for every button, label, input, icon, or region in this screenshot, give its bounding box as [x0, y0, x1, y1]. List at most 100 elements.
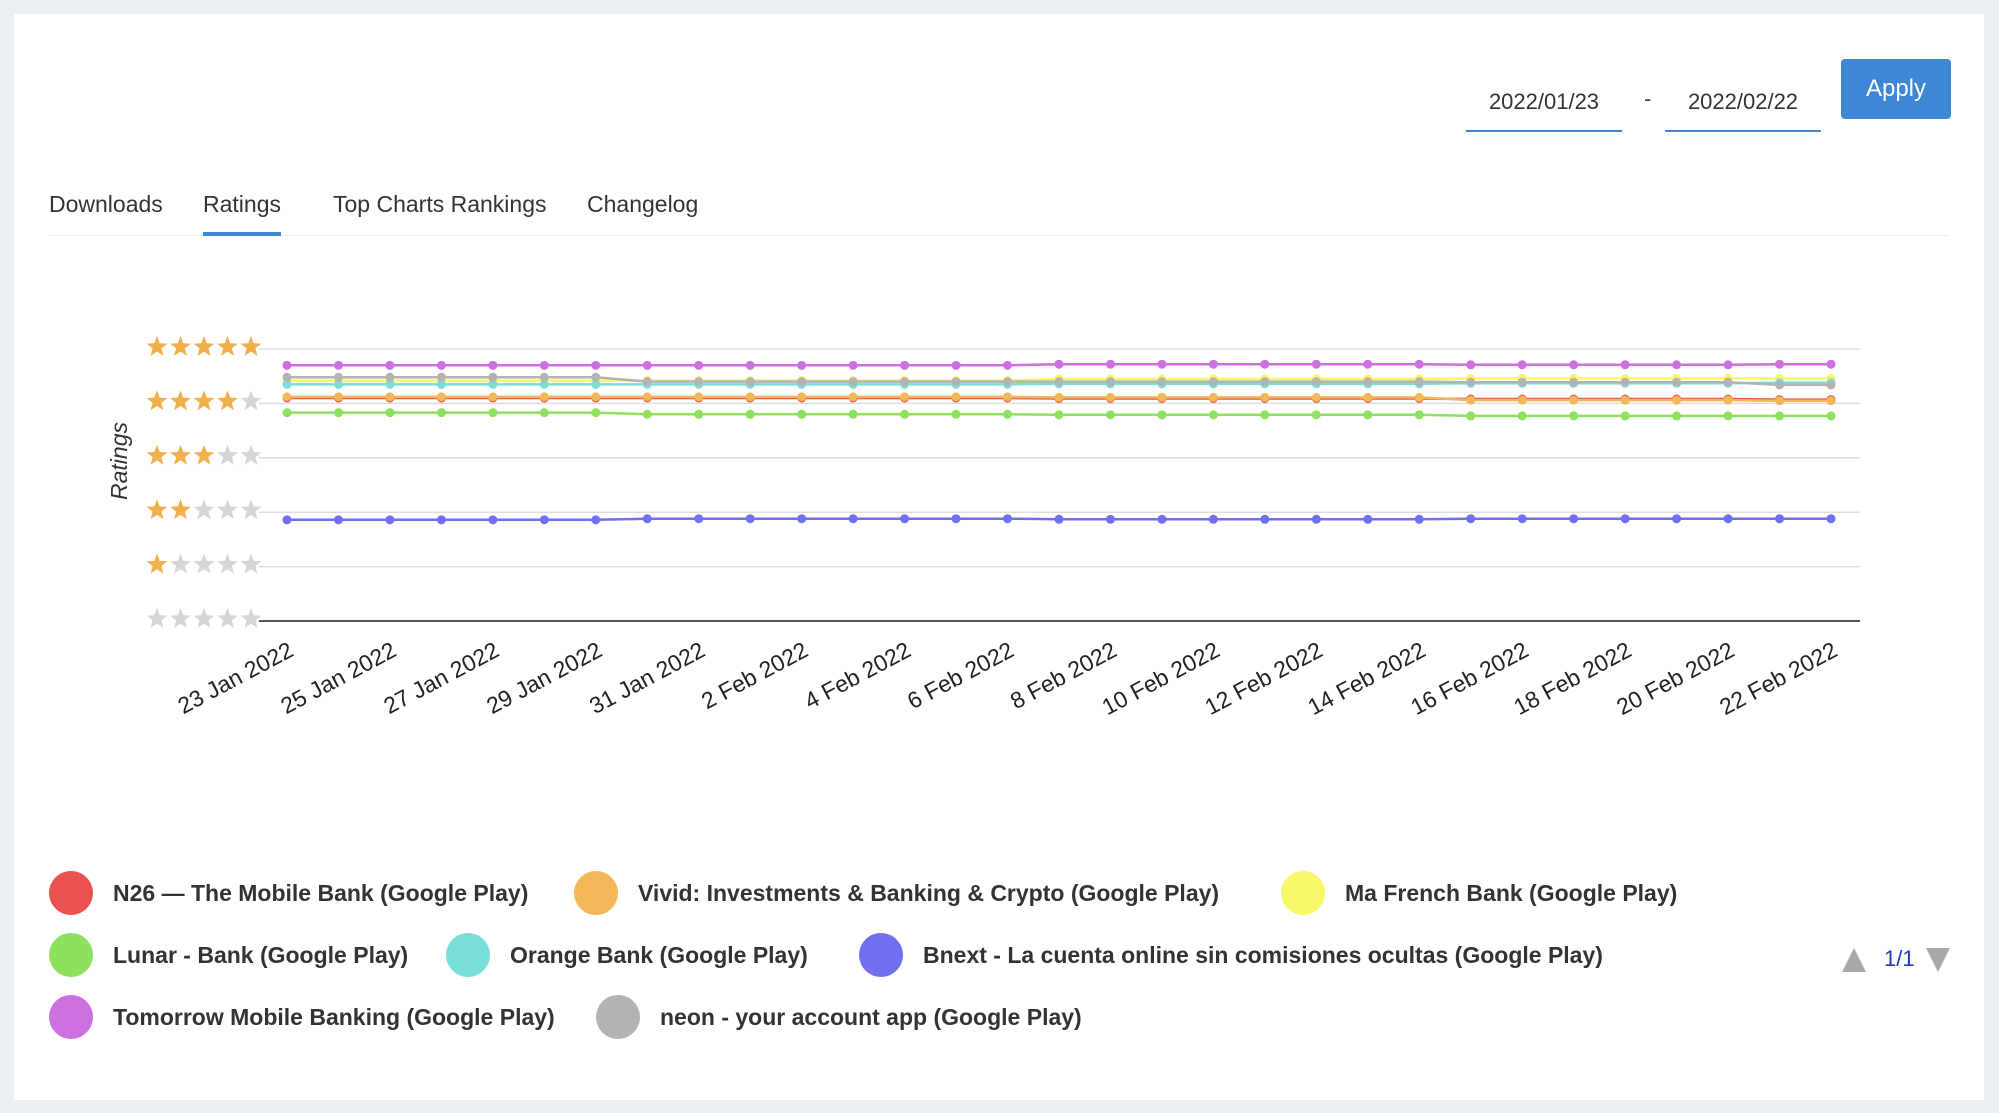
data-point-tomorrow-mobile-banking-google-play [900, 360, 910, 370]
legend-item-n26[interactable]: N26 — The Mobile Bank (Google Play) [49, 869, 528, 917]
tab-bar: Downloads Ratings Top Charts Rankings Ch… [49, 179, 1949, 236]
data-point-lunar-bank-google-play [1054, 410, 1064, 420]
data-point-vivid-investments-banking-crypto-google-play [900, 392, 910, 402]
data-point-bnext-la-cuenta-online-sin-comisiones-ocultas-google-play [1208, 514, 1218, 524]
data-point-bnext-la-cuenta-online-sin-comisiones-ocultas-google-play [1414, 514, 1424, 524]
x-tick-label: 16 Feb 2022 [1406, 636, 1532, 720]
data-point-vivid-investments-banking-crypto-google-play [1311, 392, 1321, 402]
x-tick-label: 18 Feb 2022 [1509, 636, 1635, 720]
star-empty-icon [193, 553, 215, 574]
data-point-lunar-bank-google-play [900, 409, 910, 419]
tab-top-charts-rankings[interactable]: Top Charts Rankings [333, 191, 547, 217]
data-point-vivid-investments-banking-crypto-google-play [797, 392, 807, 402]
data-point-vivid-investments-banking-crypto-google-play [745, 392, 755, 402]
data-point-vivid-investments-banking-crypto-google-play [436, 392, 446, 402]
data-point-neon-your-account-app-google-play [1620, 377, 1630, 387]
data-point-bnext-la-cuenta-online-sin-comisiones-ocultas-google-play [1157, 514, 1167, 524]
data-point-tomorrow-mobile-banking-google-play [333, 360, 343, 370]
pager-text: 1/1 [1884, 946, 1915, 971]
legend-item-bnext[interactable]: Bnext - La cuenta online sin comisiones … [859, 931, 1603, 979]
data-point-bnext-la-cuenta-online-sin-comisiones-ocultas-google-play [539, 515, 549, 525]
data-point-bnext-la-cuenta-online-sin-comisiones-ocultas-google-play [591, 515, 601, 525]
legend-swatch [446, 933, 490, 977]
data-point-bnext-la-cuenta-online-sin-comisiones-ocultas-google-play [333, 515, 343, 525]
data-point-lunar-bank-google-play [1208, 410, 1218, 420]
x-tick-label: 27 Jan 2022 [379, 636, 503, 718]
data-point-tomorrow-mobile-banking-google-play [1260, 359, 1270, 369]
pager-up-icon[interactable] [1842, 948, 1866, 972]
data-point-tomorrow-mobile-banking-google-play [488, 360, 498, 370]
data-point-vivid-investments-banking-crypto-google-play [1157, 392, 1167, 402]
legend-item-lunar[interactable]: Lunar - Bank (Google Play) [49, 931, 408, 979]
star-empty-icon [193, 608, 215, 628]
data-point-vivid-investments-banking-crypto-google-play [591, 392, 601, 402]
data-point-tomorrow-mobile-banking-google-play [848, 360, 858, 370]
data-point-orange-bank-google-play [333, 379, 343, 389]
legend-item-vivid[interactable]: Vivid: Investments & Banking & Crypto (G… [574, 869, 1219, 917]
legend-item-tomorrow[interactable]: Tomorrow Mobile Banking (Google Play) [49, 993, 555, 1041]
data-point-lunar-bank-google-play [642, 409, 652, 419]
data-point-lunar-bank-google-play [1620, 411, 1630, 421]
legend-item-ma-french-bank[interactable]: Ma French Bank (Google Play) [1281, 869, 1677, 917]
star-filled-icon [146, 553, 168, 574]
date-separator: - [1644, 86, 1652, 111]
apply-button[interactable]: Apply [1841, 59, 1951, 119]
star-empty-icon [170, 553, 191, 574]
star-filled-icon [146, 499, 168, 520]
data-point-orange-bank-google-play [539, 379, 549, 389]
data-point-bnext-la-cuenta-online-sin-comisiones-ocultas-google-play [797, 514, 807, 524]
legend-item-neon[interactable]: neon - your account app (Google Play) [596, 993, 1082, 1041]
legend-swatch [859, 933, 903, 977]
star-empty-icon [217, 553, 238, 574]
end-date-input[interactable] [1665, 74, 1821, 132]
data-point-tomorrow-mobile-banking-google-play [1775, 359, 1785, 369]
tab-changelog[interactable]: Changelog [587, 191, 699, 217]
legend-item-orange-bank[interactable]: Orange Bank (Google Play) [446, 931, 808, 979]
data-point-vivid-investments-banking-crypto-google-play [282, 392, 292, 402]
data-point-tomorrow-mobile-banking-google-play [436, 360, 446, 370]
star-empty-icon [240, 553, 262, 574]
x-tick-label: 20 Feb 2022 [1612, 636, 1738, 720]
star-empty-icon [240, 444, 262, 465]
data-point-bnext-la-cuenta-online-sin-comisiones-ocultas-google-play [1260, 514, 1270, 524]
data-point-lunar-bank-google-play [1363, 410, 1373, 420]
tab-ratings[interactable]: Ratings [203, 191, 281, 236]
data-point-vivid-investments-banking-crypto-google-play [642, 392, 652, 402]
data-point-tomorrow-mobile-banking-google-play [642, 360, 652, 370]
data-point-bnext-la-cuenta-online-sin-comisiones-ocultas-google-play [1517, 514, 1527, 524]
star-filled-icon [217, 390, 238, 411]
data-point-bnext-la-cuenta-online-sin-comisiones-ocultas-google-play [900, 514, 910, 524]
data-point-vivid-investments-banking-crypto-google-play [1517, 395, 1527, 405]
data-point-bnext-la-cuenta-online-sin-comisiones-ocultas-google-play [385, 515, 395, 525]
data-point-vivid-investments-banking-crypto-google-play [1363, 392, 1373, 402]
data-point-bnext-la-cuenta-online-sin-comisiones-ocultas-google-play [1775, 514, 1785, 524]
data-point-lunar-bank-google-play [282, 408, 292, 418]
x-tick-label: 23 Jan 2022 [173, 636, 297, 718]
data-point-tomorrow-mobile-banking-google-play [951, 360, 961, 370]
star-empty-icon [217, 444, 238, 465]
data-point-lunar-bank-google-play [694, 409, 704, 419]
data-point-vivid-investments-banking-crypto-google-play [1260, 392, 1270, 402]
legend-label: Tomorrow Mobile Banking (Google Play) [113, 1003, 555, 1030]
data-point-tomorrow-mobile-banking-google-play [1466, 360, 1476, 370]
data-point-orange-bank-google-play [591, 379, 601, 389]
data-point-neon-your-account-app-google-play [1208, 377, 1218, 387]
x-tick-label: 14 Feb 2022 [1303, 636, 1429, 720]
pager-down-icon[interactable] [1926, 948, 1950, 972]
tab-downloads[interactable]: Downloads [49, 191, 163, 217]
x-tick-label: 22 Feb 2022 [1715, 636, 1841, 720]
data-point-neon-your-account-app-google-play [1775, 380, 1785, 390]
data-point-vivid-investments-banking-crypto-google-play [1826, 396, 1836, 406]
star-filled-icon [170, 336, 191, 356]
start-date-input[interactable] [1466, 74, 1622, 132]
x-tick-label: 6 Feb 2022 [903, 636, 1018, 714]
x-tick-label: 25 Jan 2022 [276, 636, 400, 718]
data-point-vivid-investments-banking-crypto-google-play [1775, 396, 1785, 406]
data-point-bnext-la-cuenta-online-sin-comisiones-ocultas-google-play [1620, 514, 1630, 524]
x-tick-label: 12 Feb 2022 [1200, 636, 1326, 720]
star-empty-icon [146, 608, 168, 628]
data-point-tomorrow-mobile-banking-google-play [1826, 359, 1836, 369]
data-point-neon-your-account-app-google-play [1003, 377, 1013, 387]
data-point-neon-your-account-app-google-play [1363, 377, 1373, 387]
x-tick-label: 31 Jan 2022 [585, 636, 709, 718]
